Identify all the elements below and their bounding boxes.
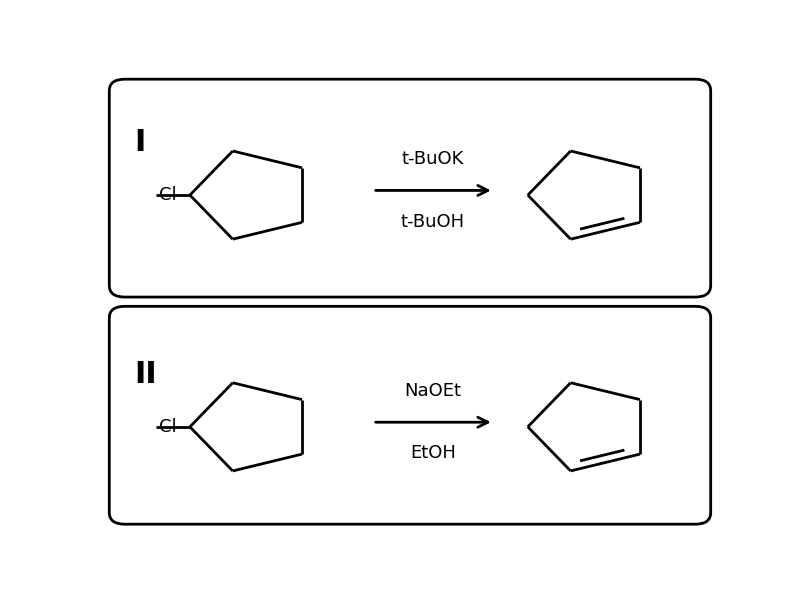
Text: t-BuOK: t-BuOK xyxy=(402,150,464,168)
Text: II: II xyxy=(134,359,157,389)
FancyBboxPatch shape xyxy=(110,306,710,524)
Text: NaOEt: NaOEt xyxy=(405,382,462,400)
Text: Cl: Cl xyxy=(159,418,177,436)
Text: Cl: Cl xyxy=(159,186,177,204)
Text: EtOH: EtOH xyxy=(410,444,456,462)
Text: I: I xyxy=(134,128,146,157)
Text: t-BuOH: t-BuOH xyxy=(401,213,465,231)
FancyBboxPatch shape xyxy=(110,79,710,297)
